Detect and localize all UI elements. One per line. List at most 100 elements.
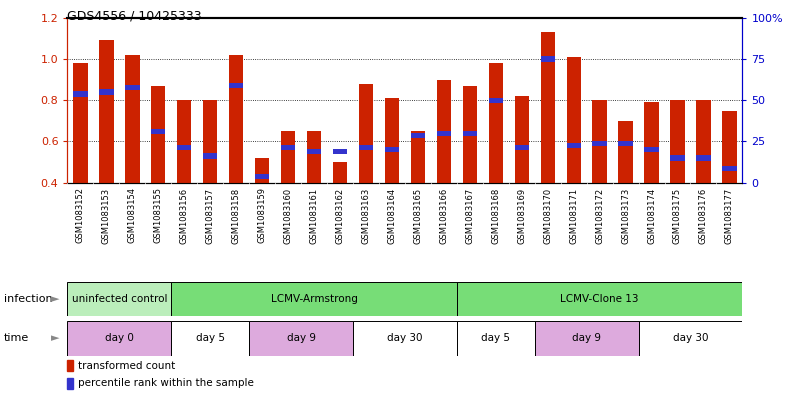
Bar <box>99 89 114 95</box>
Text: day 30: day 30 <box>387 333 422 343</box>
Bar <box>172 321 249 356</box>
Text: GSM1083152: GSM1083152 <box>76 187 85 243</box>
Bar <box>541 32 555 183</box>
Text: GSM1083157: GSM1083157 <box>206 187 214 244</box>
Text: GSM1083165: GSM1083165 <box>414 187 422 244</box>
Bar <box>333 162 347 183</box>
Bar <box>541 56 555 62</box>
Bar <box>203 153 218 158</box>
Text: GSM1083177: GSM1083177 <box>725 187 734 244</box>
Bar <box>151 129 165 134</box>
Bar <box>515 145 529 150</box>
Text: time: time <box>4 333 29 343</box>
Text: GSM1083172: GSM1083172 <box>596 187 604 244</box>
Text: uninfected control: uninfected control <box>71 294 168 304</box>
Text: GSM1083169: GSM1083169 <box>517 187 526 244</box>
Text: GSM1083159: GSM1083159 <box>258 187 267 243</box>
Text: GSM1083174: GSM1083174 <box>647 187 656 244</box>
Bar <box>457 282 742 316</box>
Text: day 5: day 5 <box>481 333 511 343</box>
Text: GSM1083173: GSM1083173 <box>621 187 630 244</box>
Text: GSM1083163: GSM1083163 <box>361 187 371 244</box>
Bar <box>67 321 172 356</box>
Text: GSM1083170: GSM1083170 <box>543 187 552 244</box>
Bar <box>488 97 503 103</box>
Bar <box>696 155 711 161</box>
Bar <box>353 321 457 356</box>
Text: GSM1083176: GSM1083176 <box>699 187 708 244</box>
Text: day 0: day 0 <box>105 333 134 343</box>
Bar <box>125 55 140 183</box>
Bar <box>385 147 399 152</box>
Bar <box>203 100 218 183</box>
Text: GSM1083164: GSM1083164 <box>387 187 396 244</box>
Text: ►: ► <box>52 294 60 304</box>
Bar <box>437 79 451 183</box>
Text: transformed count: transformed count <box>79 361 175 371</box>
Text: GSM1083155: GSM1083155 <box>154 187 163 243</box>
Bar <box>255 158 269 183</box>
Bar <box>488 63 503 183</box>
Bar <box>281 131 295 183</box>
Text: percentile rank within the sample: percentile rank within the sample <box>79 378 254 388</box>
Bar <box>177 100 191 183</box>
Bar <box>410 133 425 138</box>
Bar <box>645 102 659 183</box>
Bar <box>515 96 529 183</box>
Bar <box>249 321 353 356</box>
Bar <box>73 92 87 97</box>
Bar <box>723 166 737 171</box>
Bar <box>99 40 114 183</box>
Bar <box>592 100 607 183</box>
Bar <box>457 321 534 356</box>
Text: infection: infection <box>4 294 52 304</box>
Bar <box>177 145 191 150</box>
Bar <box>437 130 451 136</box>
Bar <box>255 174 269 179</box>
Bar <box>670 155 684 161</box>
Text: GSM1083175: GSM1083175 <box>673 187 682 244</box>
Text: GSM1083160: GSM1083160 <box>283 187 293 244</box>
Bar <box>281 145 295 150</box>
Bar <box>463 130 477 136</box>
Text: LCMV-Clone 13: LCMV-Clone 13 <box>561 294 639 304</box>
Text: GSM1083153: GSM1083153 <box>102 187 111 244</box>
Bar <box>229 55 243 183</box>
Text: GSM1083161: GSM1083161 <box>310 187 318 244</box>
Text: GSM1083162: GSM1083162 <box>336 187 345 244</box>
Bar <box>67 282 172 316</box>
Bar <box>333 149 347 154</box>
Text: GDS4556 / 10425333: GDS4556 / 10425333 <box>67 10 202 23</box>
Text: day 30: day 30 <box>673 333 708 343</box>
Bar <box>73 63 87 183</box>
Bar <box>567 57 580 183</box>
Bar <box>410 131 425 183</box>
Text: GSM1083154: GSM1083154 <box>128 187 137 243</box>
Bar <box>670 100 684 183</box>
Bar <box>385 98 399 183</box>
Text: GSM1083156: GSM1083156 <box>179 187 189 244</box>
Bar <box>723 110 737 183</box>
Text: GSM1083171: GSM1083171 <box>569 187 578 244</box>
Text: GSM1083168: GSM1083168 <box>491 187 500 244</box>
Text: GSM1083167: GSM1083167 <box>465 187 474 244</box>
Bar <box>645 147 659 152</box>
Bar <box>125 85 140 90</box>
Text: day 9: day 9 <box>287 333 315 343</box>
Bar <box>534 321 638 356</box>
Text: day 9: day 9 <box>572 333 601 343</box>
Bar <box>359 145 373 150</box>
Bar <box>463 86 477 183</box>
Bar <box>592 141 607 146</box>
Text: ►: ► <box>52 333 60 343</box>
Bar <box>619 141 633 146</box>
Bar <box>67 360 73 371</box>
Bar <box>696 100 711 183</box>
Text: LCMV-Armstrong: LCMV-Armstrong <box>271 294 357 304</box>
Bar <box>619 121 633 183</box>
Text: GSM1083166: GSM1083166 <box>439 187 449 244</box>
Bar <box>359 84 373 183</box>
Bar <box>229 83 243 88</box>
Bar <box>151 86 165 183</box>
Text: GSM1083158: GSM1083158 <box>232 187 241 244</box>
